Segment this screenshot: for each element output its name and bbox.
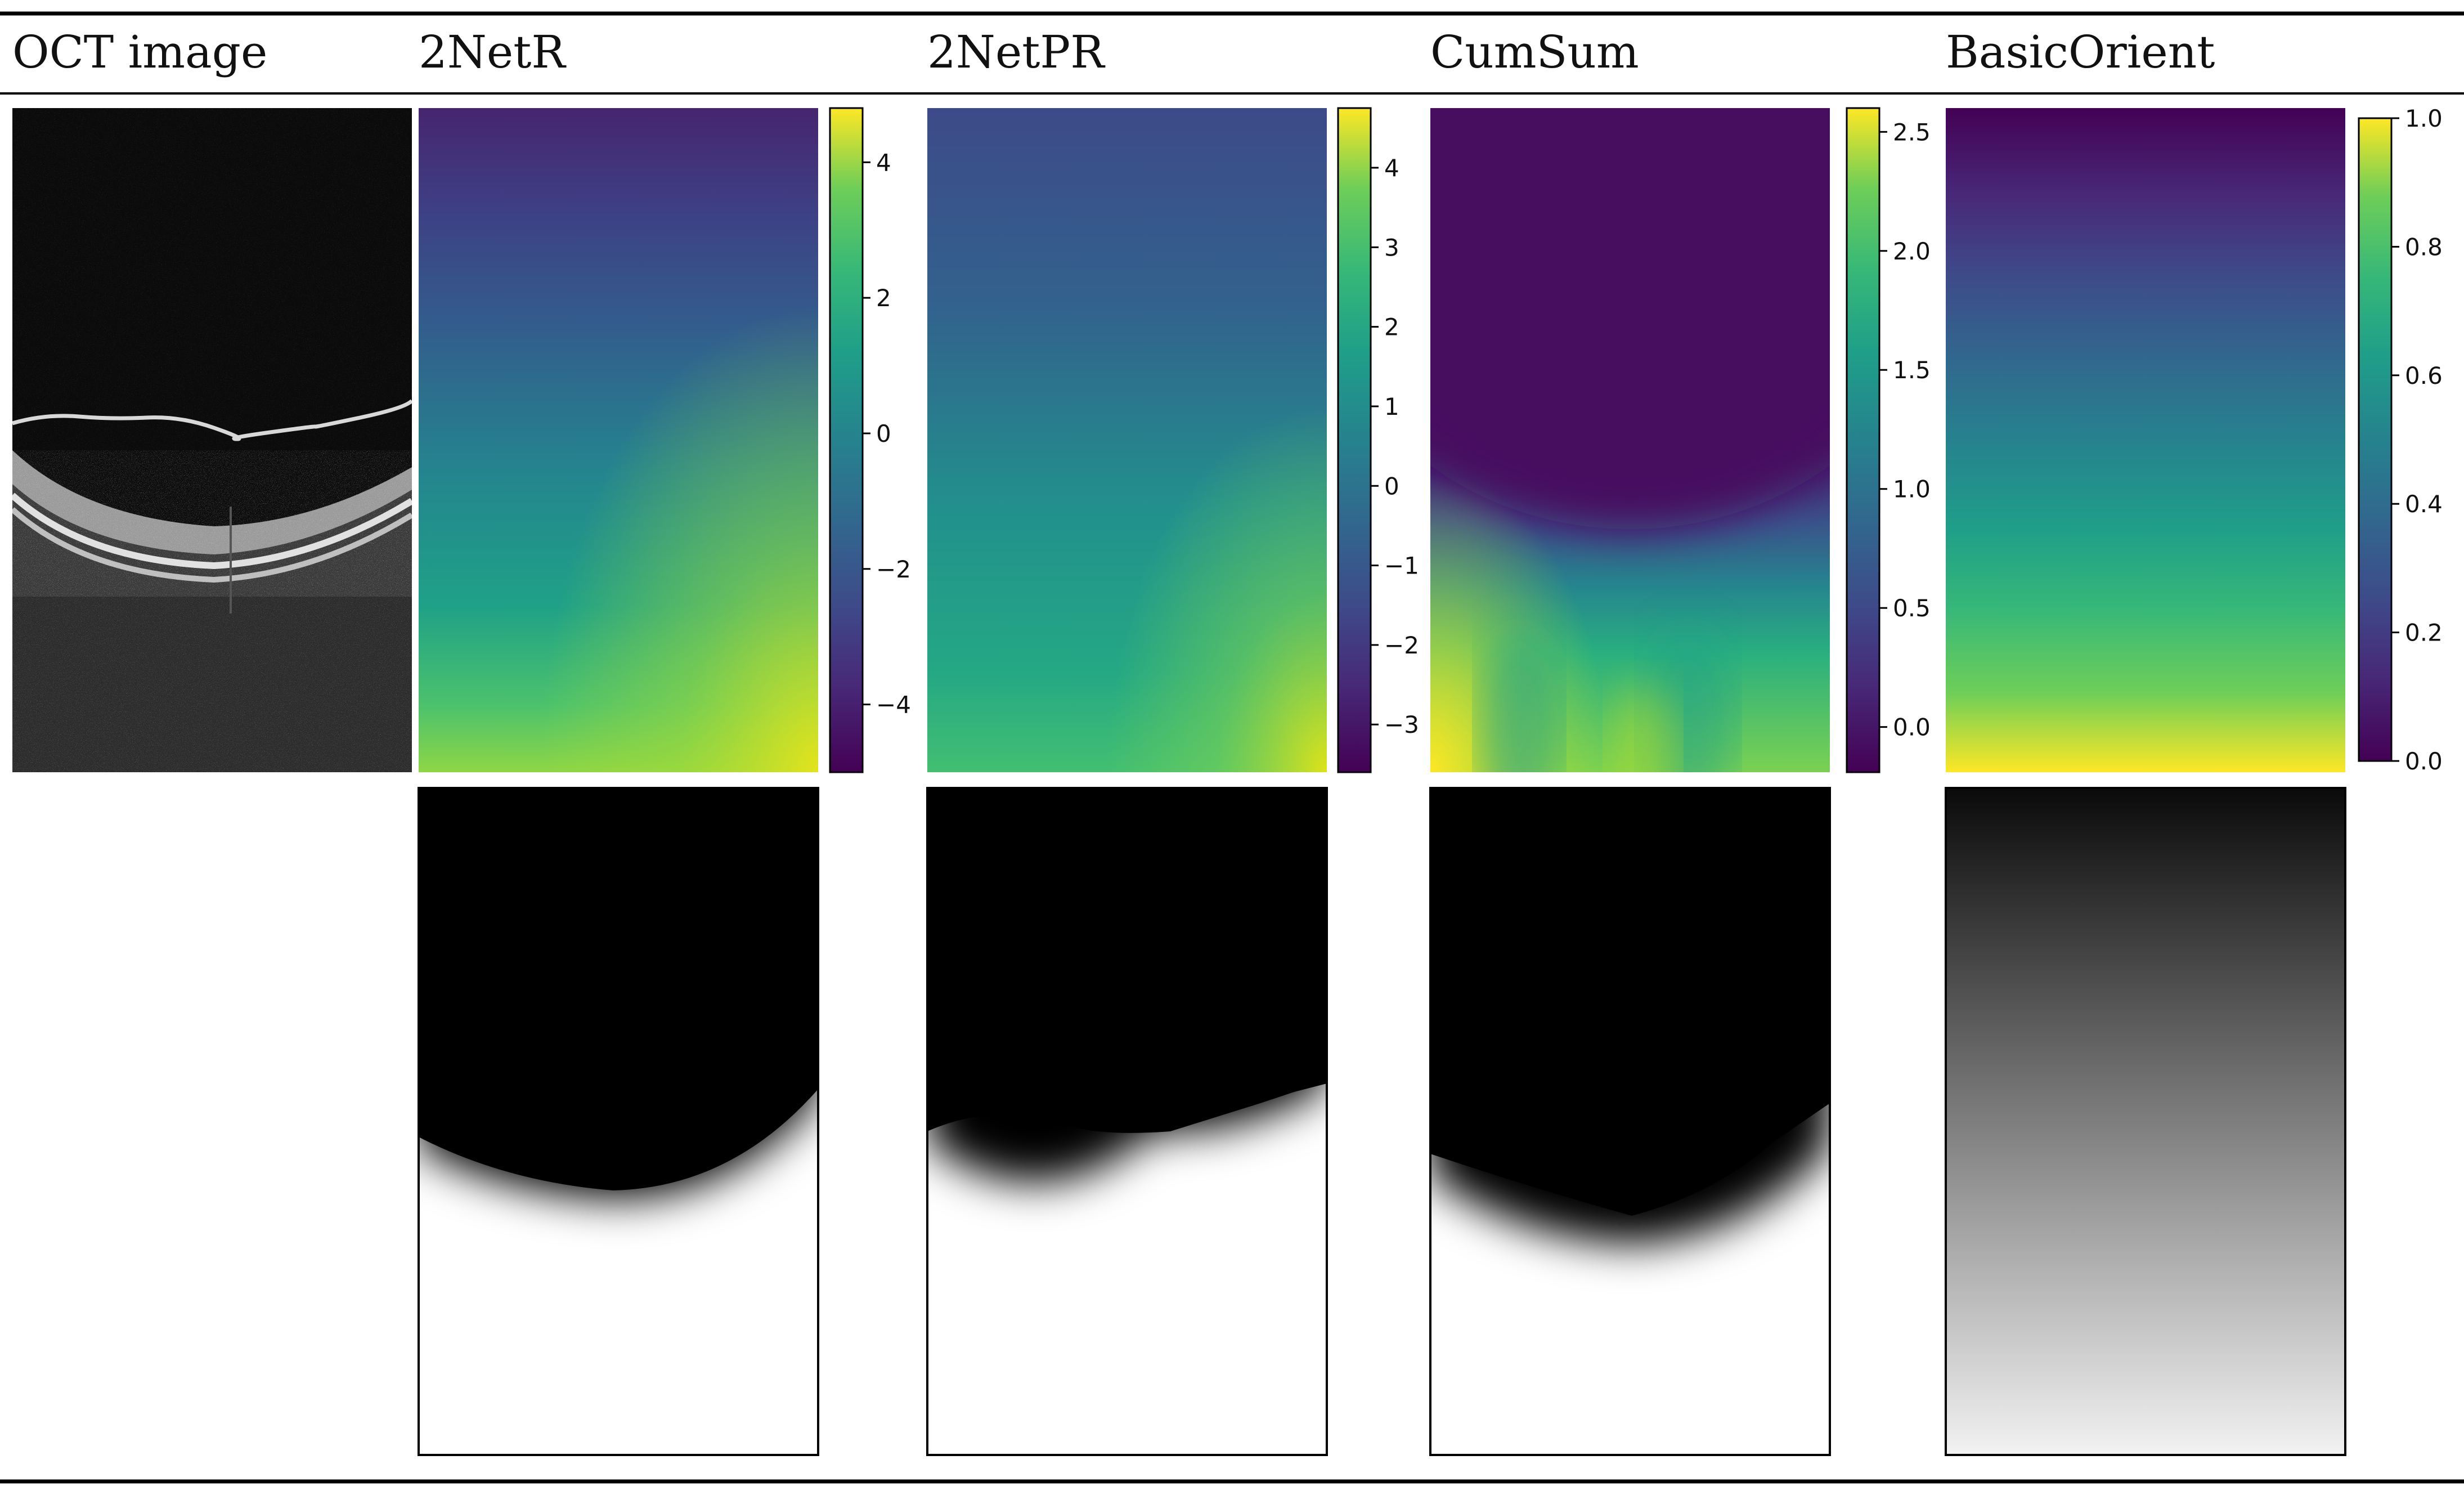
2netr-colorbar-ticks: 4 2 0 −2 −4	[863, 149, 911, 719]
colorbar-tick-label: −1	[1384, 552, 1419, 580]
basicorient-heatmap	[1946, 108, 2345, 772]
2netr-colorbar: 4 2 0 −2 −4	[829, 107, 911, 773]
basicorient-colorbar: 1.0 0.8 0.6 0.4 0.2 0.0	[2358, 105, 2443, 775]
header-basicorient: BasicOrient	[1946, 26, 2215, 78]
colorbar-tick-label: 0.2	[2405, 619, 2443, 647]
2netpr-colorbar-ticks: 4 3 2 1 0 −1 −2 −3	[1371, 154, 1419, 738]
colorbar-tick-label: −3	[1384, 711, 1419, 738]
2netpr-colorbar: 4 3 2 1 0 −1 −2 −3	[1337, 107, 1419, 773]
header-2netr: 2NetR	[419, 26, 567, 78]
colorbar-tick-label: 0.0	[1893, 714, 1931, 741]
colorbar-tick-label: 4	[876, 149, 891, 176]
cumsum-colorbar-ticks: 2.5 2.0 1.5 1.0 0.5 0.0	[1879, 118, 1931, 741]
2netpr-heatmap	[927, 108, 1327, 772]
colorbar-tick-label: 2	[876, 284, 891, 312]
colorbar-tick-label: −2	[1384, 632, 1419, 659]
colorbar-tick-label: 4	[1384, 154, 1399, 182]
colorbar-tick-label: 3	[1384, 234, 1399, 261]
header-cumsum: CumSum	[1430, 26, 1639, 78]
colorbar-tick-label: 1	[1384, 393, 1399, 420]
colorbar-tick-label: 1.0	[1893, 476, 1931, 503]
2netr-heatmap	[419, 108, 818, 772]
colorbar-tick-label: 2.5	[1893, 118, 1931, 146]
header-oct-image: OCT image	[12, 26, 267, 78]
2netpr-grayscale-map	[926, 787, 1328, 1456]
colorbar-tick-label: 0	[1384, 472, 1399, 500]
basicorient-colorbar-ticks: 1.0 0.8 0.6 0.4 0.2 0.0	[2391, 105, 2443, 775]
colorbar-tick-label: 1.5	[1893, 356, 1931, 384]
cumsum-grayscale-map	[1429, 787, 1831, 1456]
colorbar-tick-label: 2	[1384, 314, 1399, 341]
colorbar-tick-label: −4	[876, 691, 911, 719]
colorbar-tick-label: 2.0	[1893, 238, 1931, 265]
colorbar-tick-label: 0.8	[2405, 233, 2443, 261]
colorbar-tick-label: 0.4	[2405, 490, 2443, 518]
colorbar-tick-label: 0.6	[2405, 362, 2443, 389]
colorbar-tick-label: 0.5	[1893, 594, 1931, 622]
oct-scan-image	[12, 108, 412, 772]
colorbar-tick-label: 0	[876, 420, 891, 447]
colorbar-tick-label: −2	[876, 556, 911, 583]
basicorient-grayscale-map	[1945, 787, 2346, 1456]
cumsum-colorbar: 2.5 2.0 1.5 1.0 0.5 0.0	[1846, 107, 1931, 773]
cumsum-heatmap	[1430, 108, 1830, 772]
header-2netpr: 2NetPR	[927, 26, 1106, 78]
2netr-grayscale-map	[418, 787, 819, 1456]
colorbar-tick-label: 1.0	[2405, 105, 2443, 132]
colorbar-tick-label: 0.0	[2405, 747, 2443, 775]
